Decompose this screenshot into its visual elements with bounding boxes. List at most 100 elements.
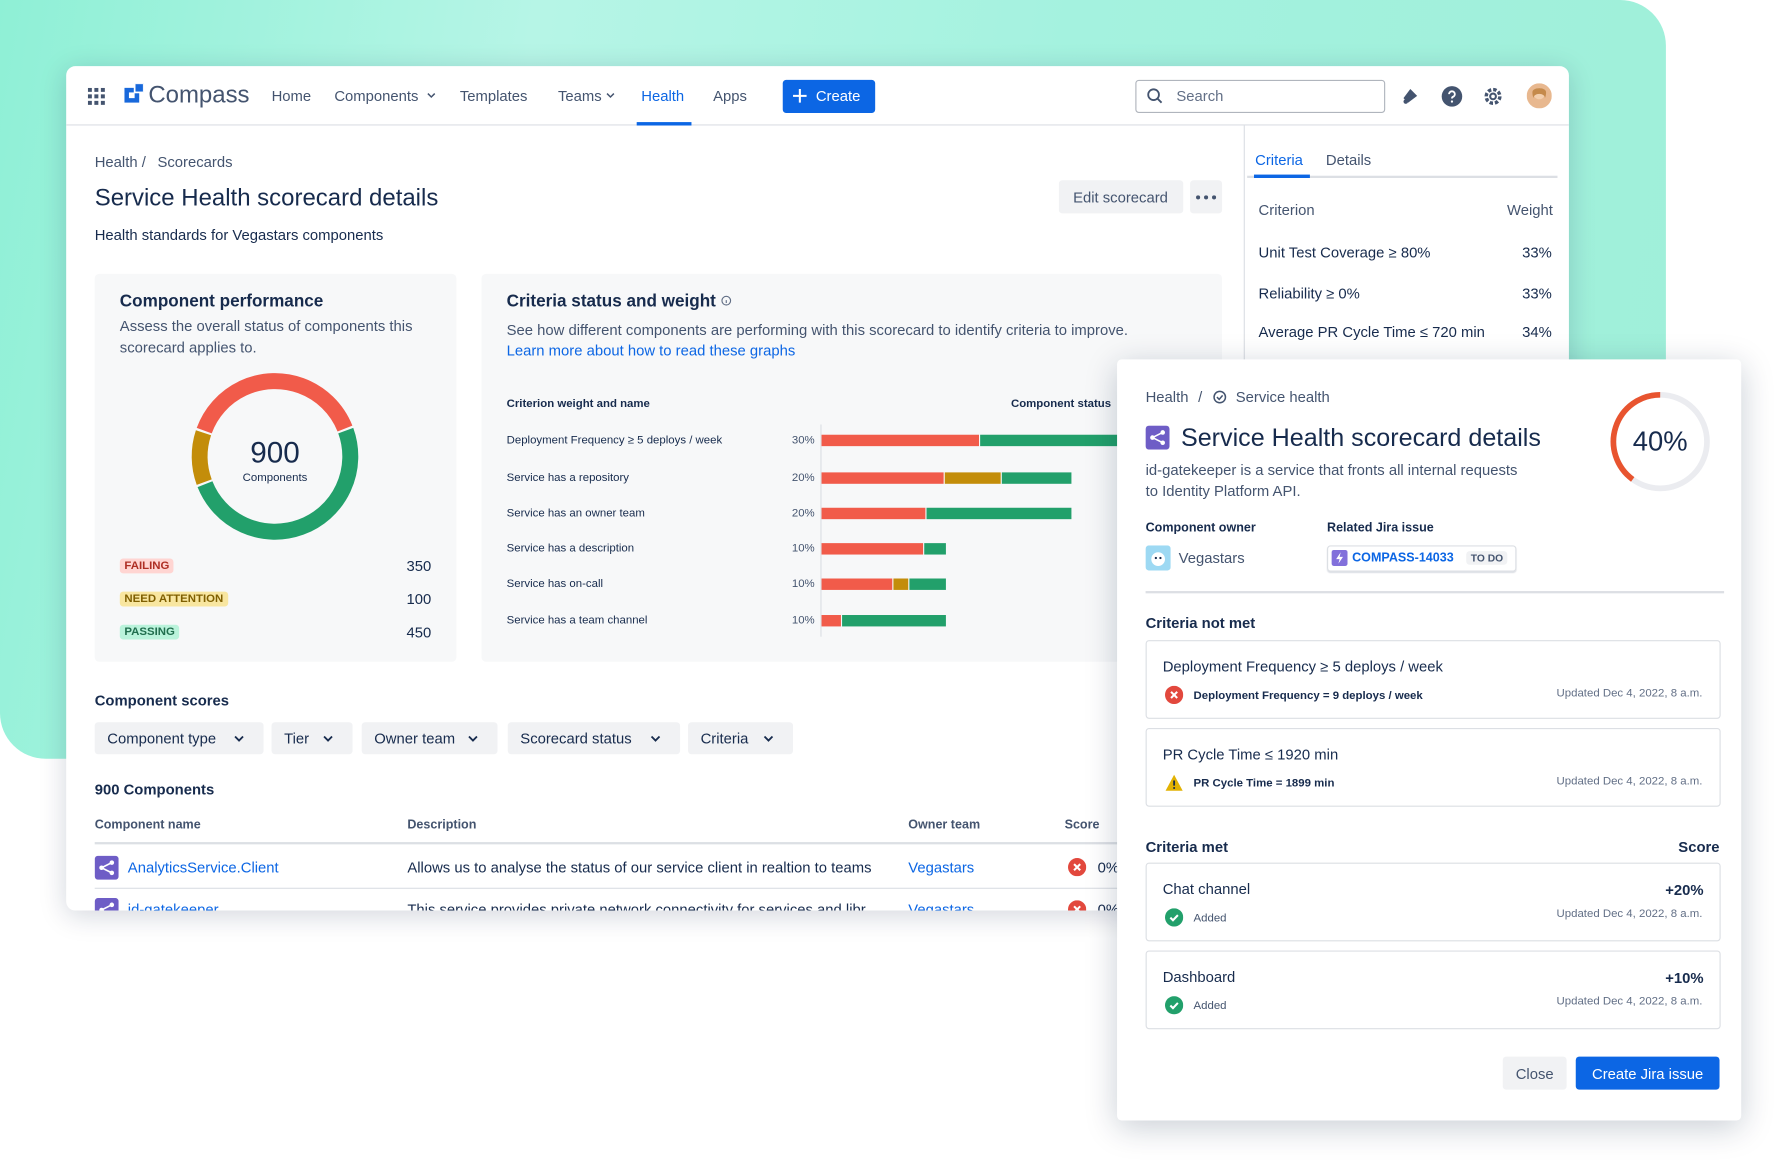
nav-item[interactable]: Templates: [459, 87, 528, 105]
status-lozenge: PASSING: [119, 624, 180, 640]
panel-description: id-gatekeeper is a service that fronts a…: [1145, 461, 1518, 479]
component-icon: [1145, 425, 1170, 450]
chevron: [763, 735, 774, 742]
edit-button[interactable]: [1058, 180, 1184, 214]
status-segment: [924, 543, 946, 555]
edit-label[interactable]: Edit scorecard: [1073, 188, 1168, 206]
filter-label[interactable]: Tier: [284, 729, 310, 747]
criterion-score: +10%: [1665, 969, 1704, 987]
status-count: 100: [406, 590, 432, 608]
section-title: Criteria met: [1145, 838, 1229, 856]
donut-chart: [191, 373, 359, 540]
card-title: Component performance: [119, 291, 324, 311]
breadcrumb[interactable]: Service health: [1235, 388, 1330, 406]
side-header: Weight: [1507, 201, 1553, 219]
close-label[interactable]: Close: [1515, 1065, 1554, 1083]
info-icon[interactable]: [721, 295, 732, 306]
help-icon[interactable]: [1441, 86, 1463, 108]
component-name[interactable]: id-gatekeeper: [127, 900, 219, 911]
criterion-title: Deployment Frequency ≥ 5 deploys / week: [1162, 657, 1443, 675]
score-label: 40%: [1632, 426, 1688, 458]
card-title: Criteria status and weight: [506, 291, 716, 311]
filter-button[interactable]: [688, 722, 794, 755]
more-icon: [1196, 195, 1217, 200]
nav-item[interactable]: Components: [334, 87, 419, 105]
breadcrumb[interactable]: Scorecards: [157, 153, 233, 171]
create-label[interactable]: Create: [815, 87, 861, 105]
status-segment: [821, 615, 841, 627]
criterion-name: Service has a repository: [506, 471, 630, 485]
status-segment: [893, 578, 909, 590]
breadcrumb[interactable]: Health /: [94, 153, 146, 171]
learn-more-link[interactable]: Learn more about how to read these graph…: [506, 341, 796, 359]
create-jira-button[interactable]: [1575, 1056, 1720, 1090]
chevron: [323, 735, 333, 742]
avatar[interactable]: [1526, 83, 1552, 109]
row-divider: [94, 887, 1236, 889]
pass-icon: [1164, 908, 1184, 927]
owner-team[interactable]: Vegastars: [908, 900, 975, 911]
field-label: Component owner: [1145, 521, 1256, 536]
updated-time: Updated Dec 4, 2022, 8 a.m.: [1556, 687, 1703, 701]
component-score: 0%: [1097, 858, 1120, 876]
owner-team[interactable]: Vegastars: [908, 858, 975, 876]
status-segment: [909, 578, 946, 590]
nav-item[interactable]: Home: [271, 87, 312, 105]
close-button[interactable]: [1502, 1056, 1567, 1090]
criterion-name: Service has a description: [506, 542, 635, 556]
updated-time: Updated Dec 4, 2022, 8 a.m.: [1556, 995, 1703, 1009]
breadcrumb[interactable]: Health: [1145, 388, 1189, 406]
page-title: Service Health scorecard details: [94, 184, 439, 212]
jira-icon: [1331, 549, 1348, 566]
chevron: [234, 735, 244, 742]
criterion-name: Service has on-call: [506, 577, 604, 591]
nav-item[interactable]: Teams: [557, 87, 602, 105]
jira-chip[interactable]: [1327, 545, 1517, 572]
filter-label[interactable]: Component type: [107, 729, 217, 747]
criterion-detail: Added: [1193, 1000, 1227, 1013]
criterion-name: Deployment Frequency ≥ 5 deploys / week: [506, 434, 723, 447]
criterion-name: Reliability ≥ 0%: [1258, 284, 1360, 302]
pass-icon: [1164, 996, 1184, 1015]
donut-total-label: Components: [242, 471, 308, 485]
scorecard-icon: [1213, 390, 1227, 404]
team-avatar: [1145, 545, 1171, 571]
nav-item-active[interactable]: Health: [641, 87, 685, 105]
criterion-title: Dashboard: [1162, 968, 1236, 986]
settings-icon[interactable]: [1482, 86, 1504, 108]
filter-button[interactable]: [271, 722, 353, 755]
status-segment: [821, 578, 892, 590]
fail-icon: [1164, 685, 1184, 705]
filter-label[interactable]: Scorecard status: [520, 729, 632, 747]
owner-name[interactable]: Vegastars: [1178, 549, 1245, 567]
filter-label[interactable]: Criteria: [700, 729, 749, 747]
criteria-card: [481, 273, 1223, 662]
search-placeholder[interactable]: Search: [1176, 87, 1224, 105]
status-segment: [841, 615, 946, 627]
search-box[interactable]: [1135, 79, 1386, 113]
notifications-icon[interactable]: [1400, 86, 1421, 107]
component-description: This service provides private network co…: [407, 900, 866, 911]
jira-key[interactable]: COMPASS-14033: [1352, 551, 1454, 565]
logo[interactable]: Compass: [148, 82, 250, 109]
search-icon: [1147, 88, 1163, 104]
filter-button[interactable]: [94, 722, 264, 755]
tab[interactable]: Details: [1325, 151, 1372, 169]
criterion-name: Unit Test Coverage ≥ 80%: [1258, 243, 1431, 261]
status-segment: [821, 434, 979, 447]
plus-icon: [793, 89, 807, 103]
app-switcher[interactable]: [87, 87, 105, 105]
tab-active[interactable]: Criteria: [1255, 151, 1303, 169]
component-name[interactable]: AnalyticsService.Client: [127, 858, 279, 876]
filter-button[interactable]: [507, 722, 681, 755]
create-jira-label[interactable]: Create Jira issue: [1591, 1065, 1704, 1083]
criterion-title: PR Cycle Time ≤ 1920 min: [1162, 745, 1339, 763]
nav-item[interactable]: Apps: [713, 87, 747, 105]
criterion-detail: Deployment Frequency = 9 deploys / week: [1193, 689, 1423, 703]
panel-title: Service Health scorecard details: [1180, 423, 1541, 452]
column-header: Score: [1678, 838, 1720, 856]
filter-label[interactable]: Owner team: [374, 729, 456, 747]
chevron: [427, 93, 436, 99]
